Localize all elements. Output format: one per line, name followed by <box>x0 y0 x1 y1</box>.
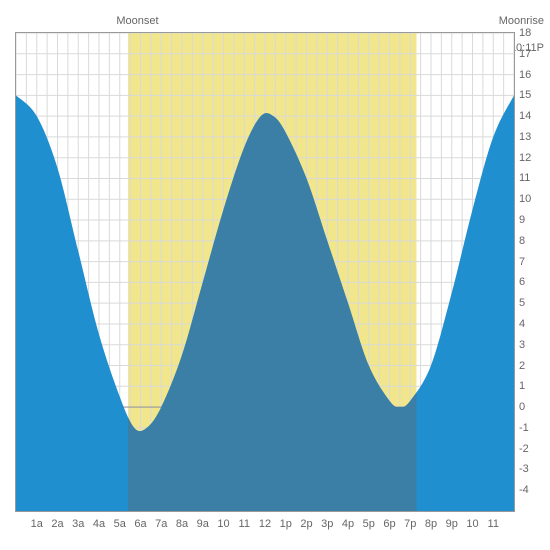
y-tick: 17 <box>519 48 534 60</box>
y-tick: 1 <box>519 380 534 392</box>
x-tick: 11 <box>488 518 499 530</box>
y-tick: 7 <box>519 256 534 268</box>
x-tick: 8p <box>425 518 437 530</box>
x-tick: 4p <box>342 518 354 530</box>
x-tick: 5a <box>114 518 126 530</box>
x-tick: 6a <box>134 518 146 530</box>
y-tick: 14 <box>519 110 534 122</box>
y-tick: 6 <box>519 276 534 288</box>
moonrise-title: Moonrise <box>499 15 544 27</box>
y-tick: 8 <box>519 235 534 247</box>
x-tick: 2a <box>51 518 63 530</box>
y-tick: 9 <box>519 214 534 226</box>
y-tick: -4 <box>519 484 534 496</box>
y-tick: 4 <box>519 318 534 330</box>
y-tick: 2 <box>519 360 534 372</box>
x-tick: 1a <box>31 518 43 530</box>
y-tick: 15 <box>519 89 534 101</box>
x-tick: 10 <box>217 518 229 530</box>
y-tick: 10 <box>519 193 534 205</box>
x-tick: 8a <box>176 518 188 530</box>
x-tick: 7p <box>404 518 416 530</box>
y-tick: 13 <box>519 131 534 143</box>
y-tick: 5 <box>519 297 534 309</box>
x-tick: 5p <box>363 518 375 530</box>
y-tick: -2 <box>519 443 534 455</box>
y-tick: 18 <box>519 27 534 39</box>
x-tick: 9a <box>197 518 209 530</box>
y-tick: 16 <box>519 69 534 81</box>
y-tick: 12 <box>519 152 534 164</box>
moonset-title: Moonset <box>116 15 158 27</box>
x-tick: 7a <box>155 518 167 530</box>
x-tick: 9p <box>446 518 458 530</box>
x-tick: 3a <box>72 518 84 530</box>
y-tick: -1 <box>519 422 534 434</box>
tide-chart-container: Moonset 05:24A Moonrise 10:11P -4 -3 -2 -1 0… <box>0 0 550 550</box>
y-tick: -3 <box>519 463 534 475</box>
tide-chart <box>15 32 515 512</box>
x-tick: 4a <box>93 518 105 530</box>
header-labels: Moonset 05:24A Moonrise 10:11P <box>0 2 550 32</box>
x-tick: 12 <box>259 518 271 530</box>
y-tick: 11 <box>519 172 534 184</box>
x-tick: 6p <box>383 518 395 530</box>
chart-svg <box>16 33 514 511</box>
x-tick: 11 <box>239 518 250 530</box>
x-tick: 3p <box>321 518 333 530</box>
x-tick: 1p <box>280 518 292 530</box>
x-tick: 10 <box>466 518 478 530</box>
x-tick: 2p <box>300 518 312 530</box>
y-tick: 3 <box>519 339 534 351</box>
y-tick: 0 <box>519 401 534 413</box>
